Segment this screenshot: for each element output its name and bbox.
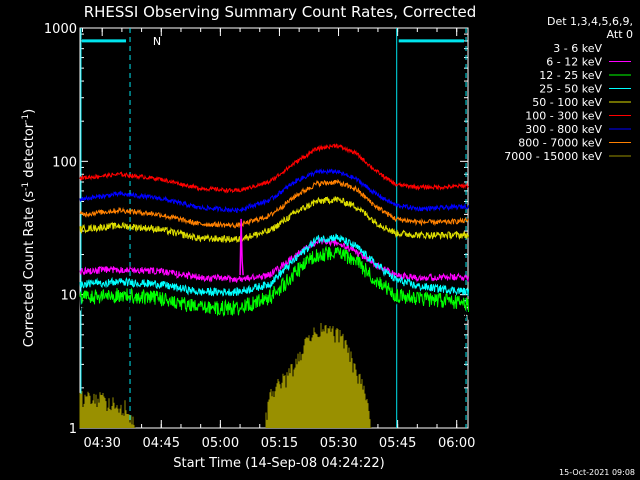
y-tick-label: 1 xyxy=(69,422,77,437)
legend-label: 100 - 300 keV xyxy=(525,110,602,123)
timestamp: 15-Oct-2021 09:08 xyxy=(559,468,635,477)
legend-label: 50 - 100 keV xyxy=(532,96,602,109)
series-line xyxy=(79,249,469,326)
legend-label: 25 - 50 keV xyxy=(539,83,602,96)
chart-title: RHESSI Observing Summary Count Rates, Co… xyxy=(84,3,477,21)
legend-header-detectors: Det 1,3,4,5,6,9, xyxy=(547,15,633,28)
series-line xyxy=(79,178,469,229)
series-line xyxy=(79,236,469,283)
legend-label: 7000 - 15000 keV xyxy=(504,150,602,163)
legend-label: 12 - 25 keV xyxy=(539,69,602,82)
y-axis-label-exp1: -1 xyxy=(21,182,31,191)
legend-label: 300 - 800 keV xyxy=(525,123,602,136)
axis-ticks: 1 10 100 1000 04:30 04:45 05:00 05:15 05:30 05:45… xyxy=(44,22,476,451)
y-axis-label: Corrected Count Rate (s-1 detector-1) xyxy=(21,109,37,347)
flag-layer: N xyxy=(82,35,464,48)
y-axis-label-exp2: -1 xyxy=(21,114,31,123)
legend-header-attenuator: Att 0 xyxy=(607,28,633,41)
x-tick-label: 05:00 xyxy=(202,436,239,451)
series-line xyxy=(79,196,469,244)
legend-label: 800 - 7000 keV xyxy=(518,137,602,150)
x-tick-label: 05:15 xyxy=(261,436,298,451)
series-line xyxy=(79,233,469,297)
series-layer xyxy=(79,143,469,428)
series-line xyxy=(79,168,469,214)
x-tick-label: 05:30 xyxy=(320,436,357,451)
y-tick-label: 100 xyxy=(52,155,77,170)
y-axis-label-unit: detector xyxy=(22,122,37,182)
series-spike xyxy=(239,218,244,276)
x-tick-label: 04:45 xyxy=(143,436,180,451)
y-axis-label-close: ) xyxy=(22,109,37,114)
y-tick-label: 1000 xyxy=(44,22,77,37)
x-axis-label: Start Time (14-Sep-08 04:24:22) xyxy=(173,456,384,471)
series-line xyxy=(79,143,469,194)
x-tick-label: 04:30 xyxy=(83,436,120,451)
legend-label: 3 - 6 keV xyxy=(553,42,602,55)
y-axis-label-main: Corrected Count Rate (s xyxy=(22,191,37,348)
series-line xyxy=(79,245,469,317)
y-tick-label: 10 xyxy=(60,289,77,304)
flag-label: N xyxy=(153,35,161,48)
x-tick-label: 05:45 xyxy=(379,436,416,451)
legend-label: 6 - 12 keV xyxy=(546,56,602,69)
x-tick-label: 06:00 xyxy=(438,436,475,451)
series-line xyxy=(79,323,372,428)
